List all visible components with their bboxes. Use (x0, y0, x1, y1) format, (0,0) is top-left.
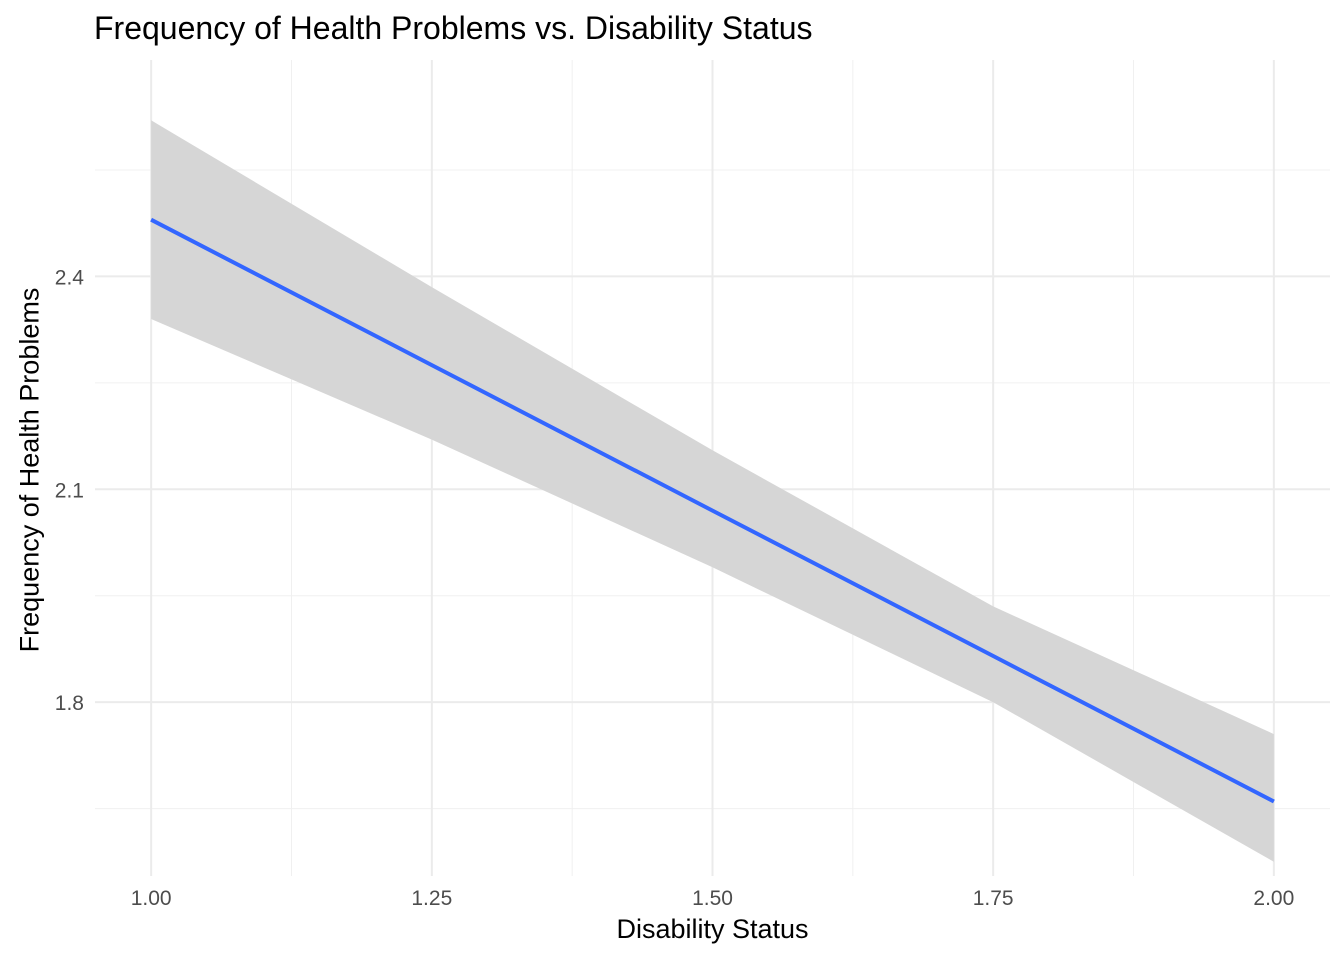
y-tick-label: 2.1 (55, 479, 84, 502)
x-tick-label: 1.50 (692, 887, 733, 910)
x-tick-label: 1.00 (131, 887, 172, 910)
x-tick-label: 2.00 (1253, 887, 1294, 910)
y-tick-label: 1.8 (55, 692, 84, 715)
confidence-band (151, 120, 1274, 862)
regression-line (150, 217, 1275, 804)
x-tick-label: 1.75 (973, 887, 1014, 910)
y-tick-label: 2.4 (55, 266, 85, 289)
x-tick-label: 1.25 (411, 887, 452, 910)
chart-title: Frequency of Health Problems vs. Disabil… (94, 10, 813, 46)
x-axis-label: Disability Status (616, 914, 809, 944)
y-axis-label: Frequency of Health Problems (14, 287, 45, 653)
